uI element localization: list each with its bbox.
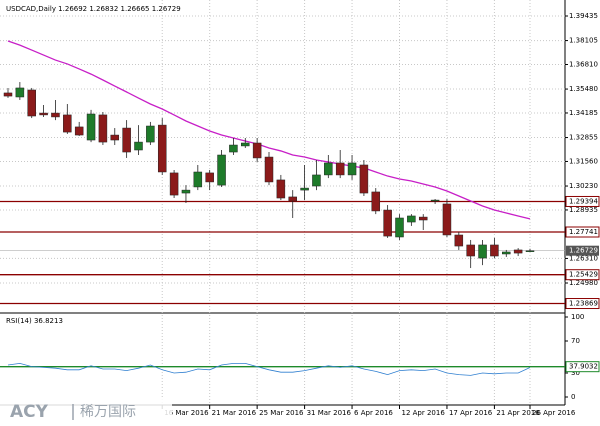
x-tick-label: 17 Apr 2016 — [449, 409, 493, 417]
candle-body — [502, 251, 511, 255]
level-box — [565, 226, 600, 238]
candle-body — [110, 134, 120, 141]
x-tick-label: 25 Mar 2016 — [259, 409, 304, 417]
candle-body — [134, 141, 143, 151]
level-box — [565, 298, 600, 310]
watermark-box — [0, 398, 172, 426]
candle-body — [383, 209, 392, 237]
candle-body — [430, 199, 440, 202]
y-tick-label: 1.35480 — [569, 85, 598, 93]
level-box — [565, 195, 600, 207]
y-tick-label: 1.31560 — [569, 157, 598, 165]
candle-body — [169, 172, 179, 196]
y-tick-label: 1.38105 — [569, 37, 598, 45]
plot: 1.39435 1.38105 1.36810 1.35480 1.34185 1.328… — [0, 0, 600, 417]
candle-body — [51, 112, 60, 118]
x-tick-label: 26 Apr 2016 — [532, 409, 576, 417]
candle-body — [276, 179, 286, 199]
candle-body — [407, 215, 416, 223]
candle-body — [86, 113, 96, 141]
watermark: ACY 稀万国际 — [0, 398, 172, 426]
current-price-label: 1.26729 — [569, 247, 598, 255]
candle-body — [418, 216, 428, 221]
candle-body — [157, 124, 167, 173]
x-tick-label: 12 Apr 2016 — [402, 409, 446, 417]
rsi-level-label: 37.9032 — [569, 363, 598, 371]
candle-body — [300, 187, 309, 191]
candle-body — [15, 87, 25, 98]
x-tick-label: 31 Mar 2016 — [307, 409, 352, 417]
y-tick-label: 1.24980 — [569, 279, 598, 287]
level-box — [565, 269, 600, 281]
candle-body — [359, 164, 369, 194]
rsi-tick-label: 70 — [571, 337, 580, 345]
candle-body — [288, 196, 297, 202]
candle-body — [193, 171, 203, 188]
candle-body — [490, 244, 499, 257]
rsi-line — [7, 362, 531, 376]
level-label: 1.25429 — [569, 271, 598, 279]
candle-body — [513, 249, 523, 254]
candle-body — [525, 250, 535, 252]
candle-body — [27, 89, 36, 117]
rsi-level-box — [565, 361, 600, 373]
watermark-name: 稀万国际 — [80, 404, 136, 420]
candle-body — [395, 217, 404, 238]
y-tick-label: 1.26310 — [569, 254, 598, 262]
level-label: 1.23869 — [569, 300, 598, 308]
y-tick-label: 1.32855 — [569, 134, 598, 142]
candle-body — [264, 156, 274, 183]
candle-body — [347, 162, 357, 176]
candle-body — [229, 144, 238, 153]
candle-body — [454, 234, 464, 247]
chart-title: USDCAD,Daily 1.26692 1.26832 1.26665 1.2… — [6, 5, 181, 13]
level-label: 1.27741 — [569, 228, 598, 236]
y-tick-label: 1.34185 — [569, 109, 598, 117]
moving-average — [7, 40, 531, 220]
candle-body — [371, 191, 381, 212]
watermark-brand: ACY — [10, 402, 49, 422]
candle-body — [478, 244, 487, 259]
candle-body — [442, 203, 452, 236]
candle-body — [3, 92, 13, 97]
rsi-tick-label: 0 — [571, 393, 575, 401]
y-tick-label: 1.39435 — [569, 12, 598, 20]
candle-body — [335, 162, 345, 176]
candle-body — [466, 244, 475, 257]
candle-body — [181, 189, 191, 194]
level-label: 1.29394 — [569, 197, 598, 205]
candle-body — [324, 162, 333, 176]
candle-body — [241, 142, 250, 147]
candle-body — [39, 112, 48, 116]
y-tick-label: 1.28935 — [569, 206, 598, 214]
current-price-box — [566, 245, 599, 256]
x-tick-label: 16 Mar 2016 — [164, 409, 209, 417]
x-tick-label: 21 Mar 2016 — [212, 409, 257, 417]
x-tick-label: 21 Apr 2016 — [496, 409, 540, 417]
candle-body — [252, 142, 262, 159]
candle-body — [63, 114, 72, 133]
candle-body — [74, 126, 84, 136]
candle-body — [146, 125, 155, 143]
y-tick-label: 1.30230 — [569, 182, 598, 190]
x-tick-label: 6 Apr 2016 — [354, 409, 393, 417]
candle-body — [205, 172, 214, 183]
rsi-tick-label: 30 — [571, 369, 580, 377]
candle-body — [312, 174, 321, 187]
rsi-tick-label: 100 — [571, 313, 584, 321]
candle-body — [98, 114, 108, 143]
candle-body — [122, 127, 131, 153]
candle-body — [217, 154, 226, 186]
y-tick-label: 1.36810 — [569, 60, 598, 68]
rsi-title: RSI(14) 36.8213 — [6, 317, 63, 325]
